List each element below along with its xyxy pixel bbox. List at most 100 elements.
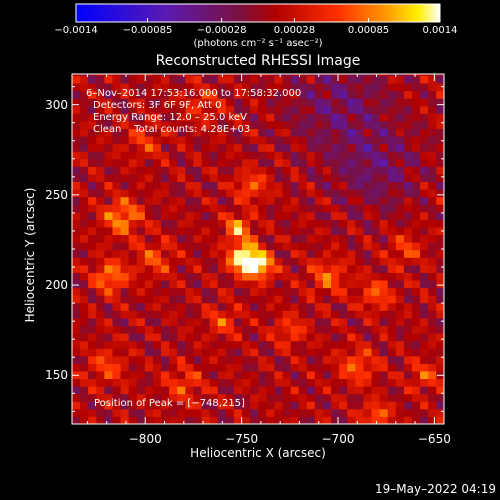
heatmap-cell <box>379 74 389 76</box>
heatmap-cell <box>128 136 138 145</box>
heatmap-cell <box>185 340 194 349</box>
heatmap-cell <box>96 393 105 402</box>
heatmap-cell <box>282 416 292 424</box>
heatmap-cell <box>144 105 154 114</box>
heatmap-cell <box>217 295 227 304</box>
heatmap-cell <box>314 242 324 251</box>
heatmap-cell <box>420 355 429 364</box>
heatmap-cell <box>306 242 316 251</box>
heatmap-cell <box>144 196 154 205</box>
heatmap-cell <box>339 416 348 424</box>
heatmap-cell <box>80 173 89 183</box>
heatmap-cell <box>258 302 267 311</box>
heatmap-cell <box>412 196 421 205</box>
heatmap-cell <box>371 340 381 349</box>
heatmap-cell <box>387 166 397 175</box>
heatmap-cell <box>104 348 113 357</box>
heatmap-cell <box>314 189 324 198</box>
heatmap-cell <box>298 204 308 213</box>
heatmap-cell <box>136 181 146 190</box>
heatmap-cell <box>428 151 437 160</box>
heatmap-cell <box>436 83 444 92</box>
heatmap-cell <box>387 74 397 76</box>
heatmap-cell <box>331 408 340 417</box>
heatmap-cell <box>242 408 251 417</box>
heatmap-cell <box>177 90 186 99</box>
heatmap-cell <box>72 264 81 273</box>
heatmap-cell <box>403 90 413 99</box>
heatmap-cell <box>347 340 356 349</box>
heatmap-cell <box>428 74 437 76</box>
heatmap-cell <box>298 128 308 137</box>
heatmap-cell <box>225 90 235 99</box>
heatmap-cell <box>161 151 170 160</box>
heatmap-cell <box>428 113 437 122</box>
heatmap-cell <box>250 136 259 145</box>
heatmap-cell <box>209 401 219 410</box>
heatmap-cell <box>128 408 138 417</box>
heatmap-cell <box>403 272 413 281</box>
heatmap-cell <box>331 98 340 107</box>
heatmap-cell <box>347 166 356 175</box>
heatmap-cell <box>403 340 413 349</box>
heatmap-cell <box>282 151 292 160</box>
heatmap-cell <box>88 189 97 198</box>
heatmap-cell <box>387 333 397 342</box>
heatmap-cell <box>242 325 251 334</box>
heatmap-cell <box>363 75 373 84</box>
heatmap-cell <box>322 128 332 137</box>
heatmap-cell <box>201 340 211 349</box>
heatmap-cell <box>144 151 154 160</box>
heatmap-cell <box>428 310 437 319</box>
heatmap-cell <box>201 189 211 198</box>
heatmap-cell <box>355 83 364 92</box>
heatmap-cell <box>371 378 381 387</box>
heatmap-cell <box>363 408 373 417</box>
heatmap-cell <box>136 74 146 76</box>
heatmap-cell <box>185 219 194 228</box>
heatmap-cell <box>339 173 348 183</box>
heatmap-cell <box>161 302 170 311</box>
heatmap-cell <box>80 393 89 402</box>
heatmap-cell <box>298 370 308 380</box>
heatmap-cell <box>331 257 340 266</box>
heatmap-cell <box>193 295 203 304</box>
heatmap-cell <box>152 196 162 205</box>
heatmap-cell <box>177 151 186 160</box>
heatmap-cell <box>363 158 373 167</box>
heatmap-cell <box>161 242 170 251</box>
heatmap-cell <box>322 151 332 160</box>
heatmap-cell <box>436 234 444 243</box>
heatmap-cell <box>201 143 211 152</box>
heatmap-cell <box>80 378 89 387</box>
heatmap-cell <box>266 340 275 349</box>
heatmap-cell <box>177 386 186 395</box>
heatmap-cell <box>387 408 397 417</box>
heatmap-cell <box>136 302 146 311</box>
heatmap-cell <box>355 196 364 205</box>
heatmap-cell <box>233 219 243 228</box>
heatmap-cell <box>355 280 364 289</box>
heatmap-cell <box>144 317 154 326</box>
heatmap-cell <box>274 401 283 410</box>
heatmap-cell <box>120 295 130 304</box>
heatmap-cell <box>217 408 227 417</box>
heatmap-cell <box>169 75 178 84</box>
heatmap-cell <box>72 257 81 266</box>
heatmap-cell <box>80 120 89 129</box>
heatmap-cell <box>193 317 203 326</box>
heatmap-cell <box>322 363 332 372</box>
heatmap-cell <box>193 302 203 311</box>
heatmap-cell <box>412 83 421 92</box>
heatmap-cell <box>428 287 437 296</box>
heatmap-cell <box>136 370 146 380</box>
heatmap-cell <box>201 74 211 76</box>
heatmap-cell <box>233 136 243 145</box>
heatmap-cell <box>266 317 275 326</box>
heatmap-cell <box>177 74 186 76</box>
heatmap-cell <box>347 143 356 152</box>
heatmap-cell <box>250 234 259 243</box>
heatmap-cell <box>96 226 105 236</box>
heatmap-cell <box>201 348 211 357</box>
